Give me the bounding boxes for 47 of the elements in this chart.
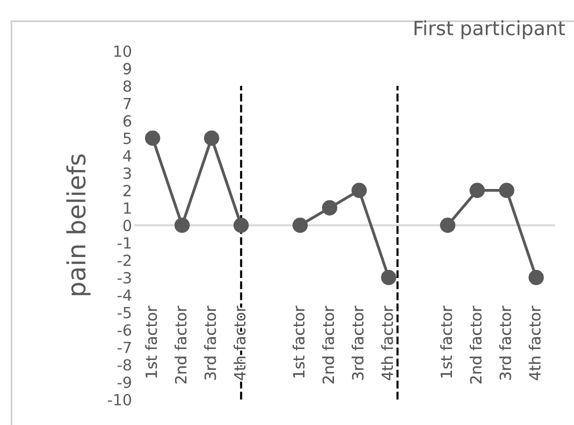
x-tick-label: 2nd factor (322, 306, 334, 384)
y-tick-label: -6 (118, 324, 132, 336)
point (322, 200, 338, 216)
chart-title: First participant (414, 20, 565, 40)
point (233, 218, 249, 233)
x-tick-label: 4th factor (234, 306, 246, 380)
point (381, 270, 396, 286)
point (204, 130, 220, 146)
x-tick-label: 3rd factor (352, 306, 364, 380)
y-tick-label: 8 (123, 80, 132, 92)
y-tick-label: 4 (123, 150, 132, 162)
y-tick-label: -7 (118, 342, 131, 354)
y-tick-label: -1 (118, 237, 131, 248)
point (528, 270, 544, 286)
point (292, 218, 308, 233)
x-tick-label: 1st factor (145, 306, 158, 378)
x-tick-label: 2nd factor (174, 306, 187, 384)
x-tick-label: 3rd factor (204, 306, 216, 380)
y-tick-label: 2 (124, 184, 131, 196)
point (440, 218, 456, 233)
y-tick-label: 9 (123, 62, 132, 74)
y-tick-label: -10 (108, 394, 132, 406)
point (144, 130, 160, 146)
y-tick-label: -9 (118, 376, 132, 388)
x-tick-label: 4th factor (381, 306, 394, 380)
y-tick-label: 10 (114, 45, 132, 58)
point (499, 182, 514, 198)
x-tick-label: 4th factor (528, 306, 541, 380)
point (470, 182, 485, 198)
y-tick-label: 5 (124, 132, 131, 144)
point (174, 218, 190, 233)
y-tick-label: -5 (118, 307, 131, 318)
y-tick-label: -3 (118, 272, 131, 284)
y-tick-label: 3 (124, 167, 131, 179)
y-tick-label: -4 (118, 290, 132, 301)
x-tick-label: 2nd factor (470, 306, 482, 384)
x-tick-label: 3rd factor (499, 306, 512, 380)
y-tick-label: 6 (123, 115, 132, 127)
y-tick-label: -8 (118, 359, 132, 371)
y-axis-title: pain beliefs (66, 154, 90, 296)
y-tick-label: 0 (123, 220, 132, 232)
y-tick-label: -2 (118, 254, 131, 266)
x-tick-label: 1st factor (292, 306, 305, 378)
point (352, 182, 367, 198)
x-tick-label: 1st factor (440, 306, 452, 378)
y-tick-label: 7 (124, 98, 131, 110)
y-tick-label: 1 (124, 202, 131, 214)
